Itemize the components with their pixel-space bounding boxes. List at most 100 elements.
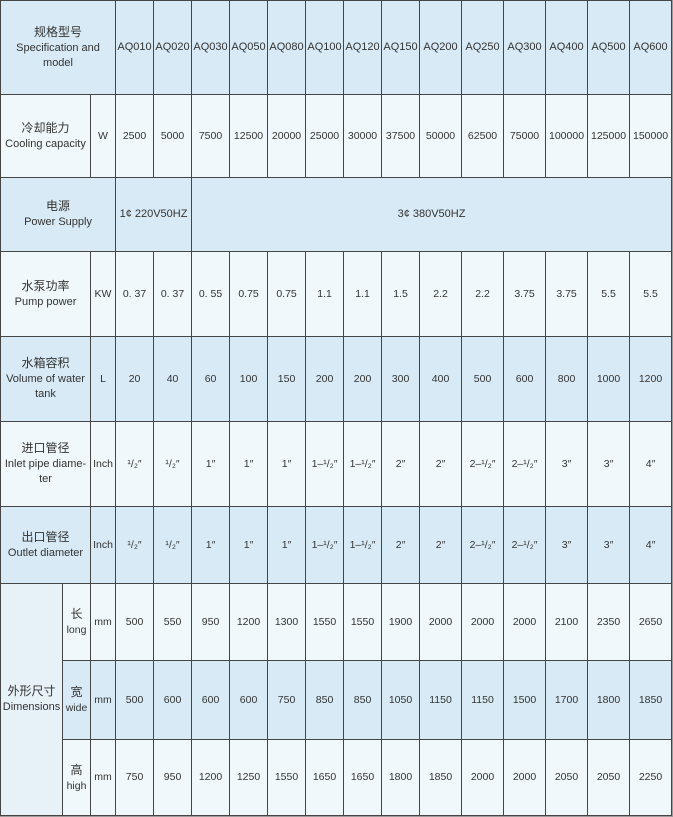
cell-value: 30000 [343,94,383,178]
cell-value: 1550 [267,739,307,816]
table-row-dimension-long: 外形尺寸 Dimensions 长 long mm 500 550 950 1200 1… [0,583,673,816]
cell-value: 0.75 [229,251,269,337]
cell-value: 75000 [503,94,547,178]
cell-value: 1650 [305,739,345,816]
unit-cell: Inch [89,506,117,584]
cell-value: 1500 [503,660,547,740]
cell-value: 2000 [461,583,505,661]
cell-value: 12500 [229,94,269,178]
cell-value: 1″ [267,506,307,584]
cell-value: 1″ [229,421,269,507]
cell-value: 1700 [545,660,589,740]
cell-value: 5.5 [629,251,673,337]
row-label-en: Dimensions [2,701,61,714]
unit-cell: mm [89,583,117,661]
model-header: AQ250 [461,0,505,95]
cell-value: 2.2 [419,251,463,337]
cell-value: 1050 [381,660,421,740]
cell-value: 950 [153,739,193,816]
table-row-water-tank-volume: 水箱容积 Volume of water tank L 20 40 60 100 150… [0,336,673,422]
cell-value: 25000 [305,94,345,178]
cell-value: 1″ [267,421,307,507]
row-label-en: Outlet diameter [7,546,84,559]
cell-value: 1000 [587,336,631,422]
sub-label-long: 长 long [62,583,91,661]
cell-value: 1300 [267,583,307,661]
cell-value: ¹/₂″ [115,506,155,584]
row-label-en: Inlet pipe diame-ter [4,458,87,486]
cell-value: 200 [305,336,345,422]
cell-value: 2–¹/₂″ [461,506,505,584]
cell-value: 2–¹/₂″ [461,421,505,507]
sub-label-en: long [66,624,87,637]
model-header: AQ400 [545,0,589,95]
model-header: AQ010 [115,0,155,95]
cell-value: 1900 [381,583,421,661]
cell-value: 2″ [419,506,463,584]
row-label-zh: 规格型号 [34,24,83,39]
sub-label-zh: 长 [70,607,83,622]
cell-value: 2–¹/₂″ [503,421,547,507]
power-single-phase-cell: 1¢ 220V50HZ [115,177,193,252]
cell-value: 1.5 [381,251,421,337]
cell-value: 1250 [229,739,269,816]
unit-cell: W [89,94,117,178]
cell-value: 1550 [305,583,345,661]
cell-value: 125000 [587,94,631,178]
cell-value: 750 [267,660,307,740]
unit-cell: L [89,336,117,422]
row-label-cooling-capacity: 冷却能力 Cooling capacity [0,94,91,178]
cell-value: 500 [115,583,155,661]
unit-cell: Inch [89,421,117,507]
cell-value: 1150 [461,660,505,740]
cell-value: 2000 [419,583,463,661]
unit-cell: KW [89,251,117,337]
cell-value: 7500 [191,94,231,178]
cell-value: 100000 [545,94,589,178]
cell-value: 1150 [419,660,463,740]
cell-value: 950 [191,583,231,661]
model-header: AQ050 [229,0,269,95]
model-header: AQ500 [587,0,631,95]
table-row-cooling-capacity: 冷却能力 Cooling capacity W 2500 5000 7500 1250… [0,94,673,178]
cell-value: 2000 [503,739,547,816]
row-label-en: Specification and model [16,41,100,69]
cell-value: 2000 [461,739,505,816]
row-label-en: Volume of water tank [6,373,85,401]
cell-value: 2350 [587,583,631,661]
cell-value: 4″ [629,506,673,584]
model-header: AQ120 [343,0,383,95]
model-header: AQ030 [191,0,231,95]
cell-value: 400 [419,336,463,422]
sub-label-wide: 宽 wide [62,660,91,740]
cell-value: 2650 [629,583,673,661]
cell-value: 20000 [267,94,307,178]
cell-value: 1800 [587,660,631,740]
cell-value: 1200 [629,336,673,422]
row-label-outlet-diameter: 出口管径 Outlet diameter [0,506,91,584]
cell-value: 0. 37 [115,251,155,337]
cell-value: 1200 [191,739,231,816]
row-label-zh: 电源 [46,199,71,214]
cell-value: 1.1 [343,251,383,337]
unit-cell: mm [89,660,117,740]
cell-value: 3″ [587,421,631,507]
cell-value: 2″ [381,421,421,507]
sub-label-en: high [66,779,87,792]
row-label-zh: 进口管径 [21,441,70,456]
cell-value: 800 [545,336,589,422]
cell-value: 3″ [545,421,589,507]
cell-value: 1″ [191,506,231,584]
cell-value: 1850 [419,739,463,816]
cell-value: 550 [153,583,193,661]
cell-value: 3″ [545,506,589,584]
cell-value: 600 [503,336,547,422]
table-row-dimension-high: 高 high mm 750 950 1200 1250 1550 1650 1650 1800… [0,739,673,816]
cell-value: 600 [153,660,193,740]
row-label-dimensions: 外形尺寸 Dimensions [0,583,63,816]
unit-cell: mm [89,739,117,816]
cell-value: 60 [191,336,231,422]
power-three-phase-cell: 3¢ 380V50HZ [191,177,673,252]
table-row-outlet-diameter: 出口管径 Outlet diameter Inch ¹/₂″ ¹/₂″ 1″ 1″ 1″… [0,506,673,584]
